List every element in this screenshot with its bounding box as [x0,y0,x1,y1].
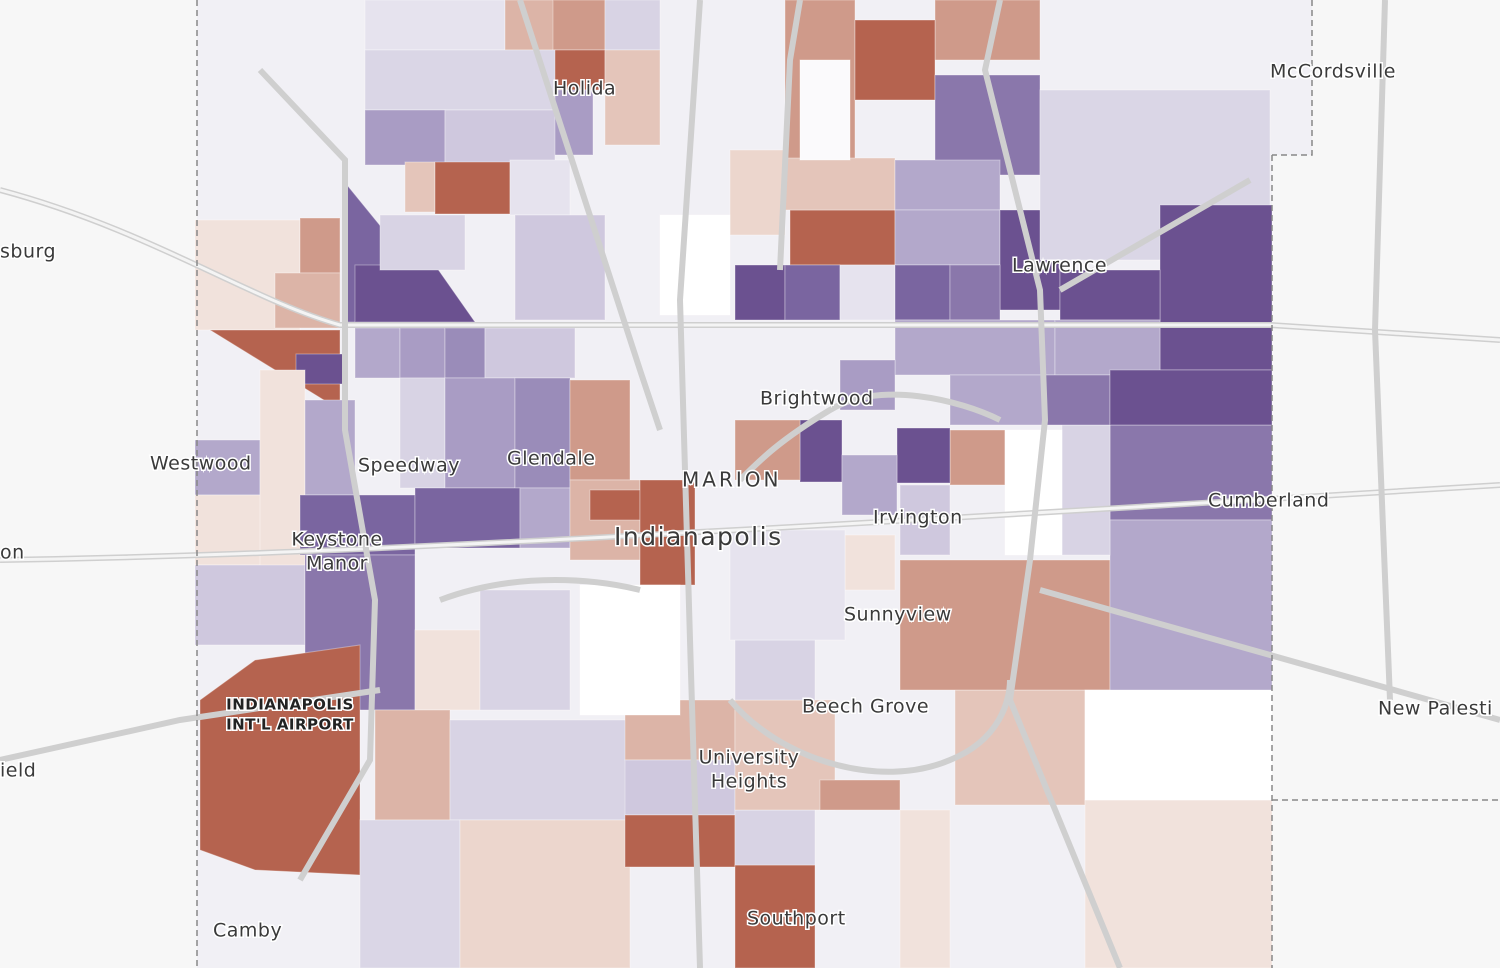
place-label: Indianapolis [614,522,783,551]
place-label: Westwood [150,453,252,475]
place-label: Irvington [873,507,963,529]
place-label: University [699,747,800,769]
place-label: sburg [0,241,56,263]
place-label: Sunnyview [844,604,952,626]
place-label: on [0,542,25,564]
county-boundary [196,0,1500,968]
place-label: Speedway [358,455,460,477]
place-label: MARION [682,468,781,492]
place-label: Cumberland [1208,490,1329,512]
place-label: Southport [747,908,846,930]
place-label: Glendale [507,448,595,470]
place-labels: Holida McCordsville sburg Lawrence Brigh… [0,59,1494,943]
place-label: Holida [553,78,616,100]
place-label: Keystone [291,529,382,551]
place-label: Lawrence [1012,255,1107,277]
place-label: Beech Grove [802,696,929,718]
place-label: McCordsville [1270,61,1396,83]
place-label: Manor [306,553,368,575]
place-label: INT'L AIRPORT [226,716,354,734]
place-label: INDIANAPOLIS [226,696,354,714]
place-label: ield [0,760,36,782]
place-label: Heights [711,771,787,793]
place-label: New Palesti [1378,698,1493,720]
place-label: Brightwood [760,388,874,410]
place-label: Camby [213,920,282,942]
